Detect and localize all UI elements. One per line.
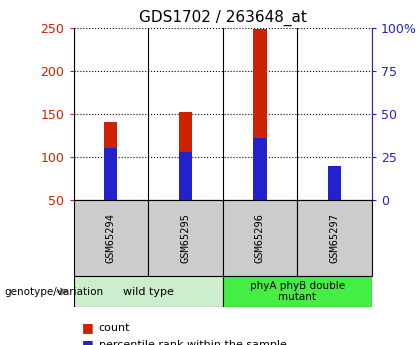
Title: GDS1702 / 263648_at: GDS1702 / 263648_at (139, 10, 307, 26)
Text: percentile rank within the sample: percentile rank within the sample (99, 340, 286, 345)
Bar (223, 276, 372, 307)
Text: GSM65297: GSM65297 (329, 213, 339, 263)
Bar (178, 112, 192, 200)
Bar (74, 276, 223, 307)
Bar (328, 170, 341, 200)
Bar (253, 29, 267, 200)
Text: count: count (99, 323, 130, 333)
Bar (328, 166, 341, 200)
Text: ■: ■ (82, 321, 94, 334)
Bar (178, 152, 192, 200)
Bar (148, 200, 223, 276)
Text: GSM65296: GSM65296 (255, 213, 265, 263)
Text: genotype/variation: genotype/variation (4, 287, 103, 296)
Text: wild type: wild type (123, 287, 173, 296)
Text: phyA phyB double
mutant: phyA phyB double mutant (249, 281, 345, 302)
Bar (253, 138, 267, 200)
Bar (297, 200, 372, 276)
Text: GSM65295: GSM65295 (180, 213, 190, 263)
Bar (223, 200, 297, 276)
Bar (104, 148, 118, 200)
Bar (104, 122, 118, 200)
Text: GSM65294: GSM65294 (106, 213, 116, 263)
Bar (74, 200, 148, 276)
Text: ■: ■ (82, 338, 94, 345)
